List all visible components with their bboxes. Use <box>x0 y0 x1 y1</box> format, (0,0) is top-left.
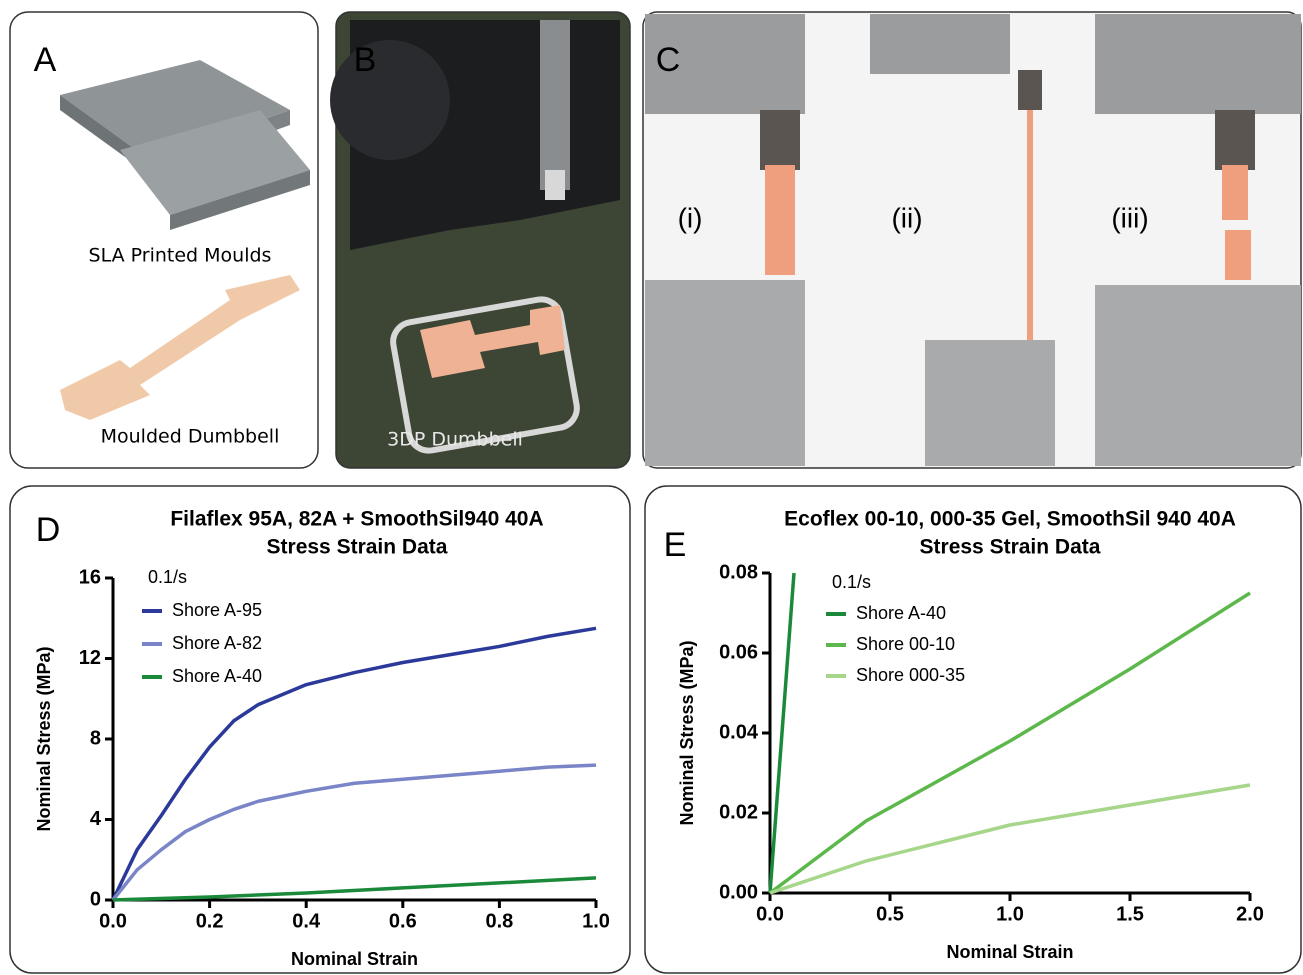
x-tick-label: 0.2 <box>196 910 224 932</box>
chart-subtitle: Stress Strain Data <box>920 536 1101 559</box>
x-tick-label: 2.0 <box>1236 903 1264 925</box>
legend-label: Shore A-95 <box>172 600 262 620</box>
caption: (iii) <box>1111 202 1148 233</box>
y-tick-label: 8 <box>90 727 101 749</box>
chart-title: Filaflex 95A, 82A + SmoothSil940 40A <box>170 508 543 531</box>
tensile-test-illustration <box>645 14 1301 466</box>
data-line <box>111 626 597 901</box>
x-tick-label: 0.0 <box>756 903 784 925</box>
legend-title: 0.1/s <box>148 567 187 587</box>
panel-label: C <box>656 41 681 79</box>
data-line <box>112 876 597 902</box>
x-tick-label: 0.4 <box>292 910 321 932</box>
x-tick-label: 0.0 <box>99 910 127 932</box>
chart-title: Ecoflex 00-10, 000-35 Gel, SmoothSil 940… <box>784 508 1236 531</box>
panel-label: B <box>354 41 377 79</box>
data-line <box>768 572 796 894</box>
y-axis-label: Nominal Stress (MPa) <box>677 640 697 825</box>
legend-label: Shore A-82 <box>172 633 262 653</box>
legend-label: Shore 000-35 <box>856 665 965 685</box>
x-tick-label: 1.0 <box>582 910 610 932</box>
data-line <box>769 783 1251 895</box>
moulded-dumbbell-illustration <box>60 275 300 420</box>
x-tick-label: 1.5 <box>1116 903 1144 925</box>
data-line <box>111 763 597 902</box>
x-axis-label: Nominal Strain <box>291 949 418 969</box>
caption: (ii) <box>891 202 922 233</box>
panel-d <box>9 485 631 974</box>
caption: 3DP Dumbbell <box>387 429 523 451</box>
legend-label: Shore A-40 <box>856 603 946 623</box>
x-tick-label: 0.5 <box>876 903 904 925</box>
y-tick-label: 0.06 <box>719 641 758 663</box>
panel-e <box>644 485 1302 974</box>
x-tick-label: 0.6 <box>389 910 417 932</box>
y-tick-label: 0.08 <box>719 561 758 583</box>
y-axis-label: Nominal Stress (MPa) <box>34 646 54 831</box>
y-tick-label: 4 <box>90 808 102 830</box>
x-tick-label: 0.8 <box>485 910 513 932</box>
panel-label: E <box>664 526 687 564</box>
y-tick-label: 12 <box>79 647 101 669</box>
mould-illustration <box>60 60 310 230</box>
printer-illustration <box>330 20 620 454</box>
x-tick-label: 1.0 <box>996 903 1024 925</box>
caption: (i) <box>678 202 703 233</box>
y-tick-label: 0.00 <box>719 881 758 903</box>
data-line <box>768 591 1251 895</box>
legend-label: Shore A-40 <box>172 666 262 686</box>
y-tick-label: 0 <box>90 888 101 910</box>
legend-title: 0.1/s <box>832 572 871 592</box>
caption: Moulded Dumbbell <box>101 426 280 448</box>
legend-label: Shore 00-10 <box>856 634 955 654</box>
panel-label: A <box>34 41 57 79</box>
y-tick-label: 0.02 <box>719 801 758 823</box>
panel-label: D <box>36 511 61 549</box>
y-tick-label: 16 <box>79 566 101 588</box>
x-axis-label: Nominal Strain <box>946 942 1073 962</box>
caption: SLA Printed Moulds <box>89 245 272 267</box>
y-tick-label: 0.04 <box>719 721 759 743</box>
chart-subtitle: Stress Strain Data <box>267 536 448 559</box>
